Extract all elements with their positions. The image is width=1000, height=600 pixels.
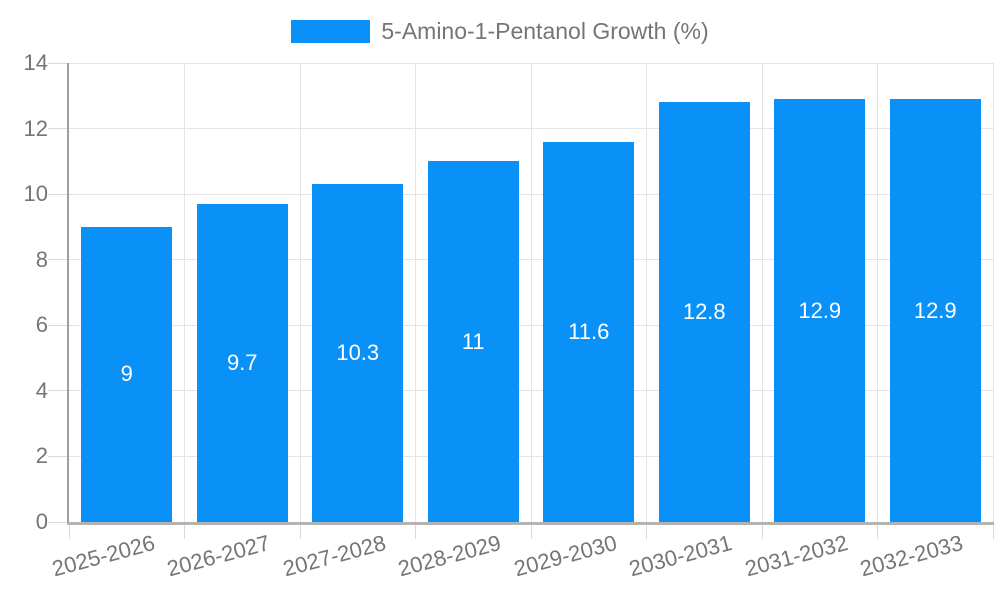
- x-axis-tick: [184, 525, 185, 539]
- y-axis-tick: [48, 128, 67, 130]
- y-axis-tick: [48, 62, 67, 64]
- plot-area: 9 9.7 10.3 11 11.6 12.8 12.9 12.9: [48, 62, 994, 539]
- y-axis-tick: [48, 390, 67, 392]
- y-axis-tick: [48, 455, 67, 457]
- x-axis-tick: [761, 525, 763, 539]
- y-axis-label: 2: [35, 443, 48, 469]
- gridline-vertical: [761, 63, 763, 522]
- x-axis-tick: [415, 525, 416, 539]
- y-axis-label: 0: [35, 509, 48, 534]
- y-axis-label: 4: [35, 377, 48, 403]
- x-axis-tick: [530, 525, 532, 539]
- gridline-vertical: [530, 63, 532, 522]
- y-axis-tick: [48, 193, 67, 195]
- bar-value-label: 9: [120, 361, 133, 387]
- y-axis-tick: [48, 324, 67, 326]
- gridline-vertical: [299, 63, 301, 522]
- x-axis-line: [67, 522, 994, 525]
- y-axis-label: 12: [23, 115, 48, 141]
- bar-value-label: 12.9: [798, 297, 842, 323]
- bar-2029-2030[interactable]: 11.6: [543, 141, 635, 522]
- bar-2027-2028[interactable]: 10.3: [312, 184, 404, 522]
- gridline-vertical: [877, 63, 878, 522]
- bar-value-label: 12.8: [682, 299, 726, 325]
- y-axis-label: 14: [23, 50, 48, 75]
- bar-2030-2031[interactable]: 12.8: [658, 102, 750, 522]
- y-axis-tick: [48, 521, 67, 523]
- bar-value-label: 10.3: [336, 340, 380, 366]
- y-axis-label: 6: [35, 312, 48, 338]
- x-axis-tick: [68, 525, 70, 539]
- x-axis-tick: [992, 525, 994, 539]
- legend-label: 5-Amino-1-Pentanol Growth (%): [381, 18, 709, 44]
- gridline-vertical: [184, 63, 185, 522]
- y-axis-label: 10: [23, 181, 48, 207]
- bar-2026-2027[interactable]: 9.7: [196, 203, 288, 522]
- legend-item[interactable]: 5-Amino-1-Pentanol Growth (%): [0, 18, 1000, 45]
- bar-value-label: 9.7: [226, 349, 258, 375]
- y-axis-tick: [48, 259, 67, 261]
- bar-2031-2032[interactable]: 12.9: [774, 99, 866, 522]
- bar-value-label: 11.6: [568, 318, 610, 344]
- bar-value-label: 12.9: [913, 297, 957, 323]
- bar-value-label: 11: [461, 328, 485, 354]
- y-axis-label: 8: [35, 246, 48, 272]
- x-axis-tick: [299, 525, 301, 539]
- bar-2025-2026[interactable]: 9: [81, 226, 173, 522]
- gridline-vertical: [646, 63, 647, 522]
- bar-2032-2033[interactable]: 12.9: [889, 99, 981, 522]
- gridline-vertical: [415, 63, 416, 522]
- y-axis-line: [67, 63, 69, 522]
- gridline-vertical: [992, 63, 994, 522]
- x-axis-tick: [877, 525, 878, 539]
- legend-swatch: [291, 20, 371, 43]
- x-axis-tick: [646, 525, 647, 539]
- bar-2028-2029[interactable]: 11: [427, 161, 519, 522]
